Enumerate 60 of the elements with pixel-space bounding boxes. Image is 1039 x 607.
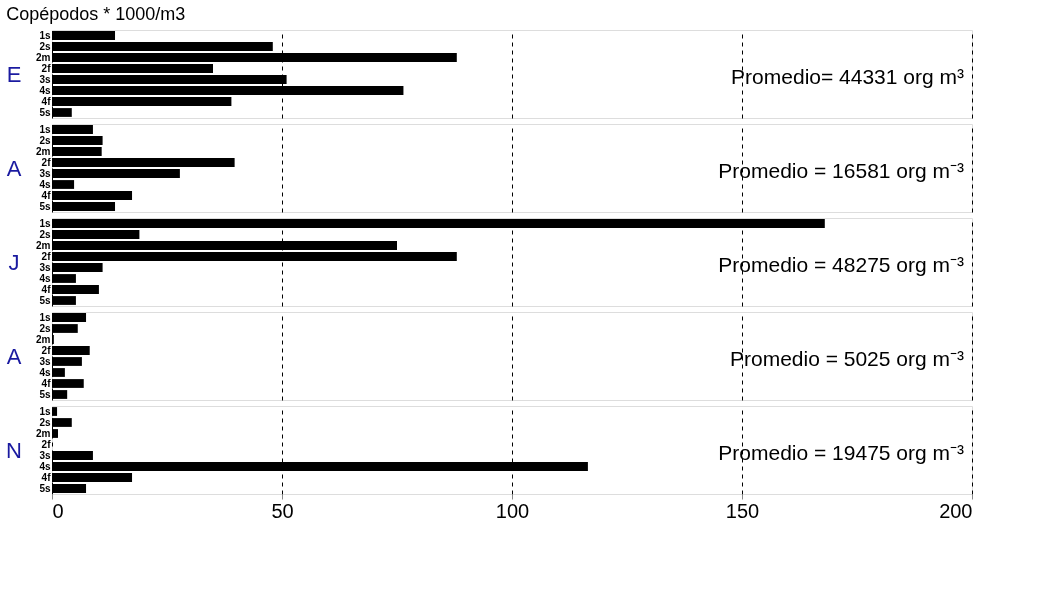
y-tick-label: 1s	[39, 29, 51, 41]
y-tick-label: 2s	[39, 40, 51, 52]
y-tick-label: 2f	[41, 344, 52, 356]
y-tick-label: 1s	[39, 311, 51, 323]
bar	[52, 219, 825, 228]
y-tick-label: 2s	[39, 228, 51, 240]
y-axis-title: A	[6, 155, 22, 181]
y-axis-title: E	[6, 61, 22, 87]
y-tick-label: 4s	[39, 84, 51, 96]
y-tick-label: 4f	[41, 95, 52, 107]
annotation: Promedio= 44331 org m³	[731, 65, 964, 89]
y-tick-label: 4s	[39, 178, 51, 190]
y-tick-label: 4f	[41, 283, 52, 295]
y-tick-label: 4f	[41, 189, 52, 201]
x-tick-label: 0	[52, 499, 64, 522]
y-tick-label: 2f	[41, 250, 52, 262]
y-tick-label: 5s	[39, 482, 51, 494]
y-tick-label: 5s	[39, 200, 51, 212]
y-tick-label: 2f	[41, 156, 52, 168]
y-tick-label: 2f	[41, 438, 52, 450]
y-tick-label: 1s	[39, 123, 51, 135]
x-tick-label: 50	[271, 499, 294, 522]
y-tick-label: 3s	[39, 167, 51, 179]
y-tick-label: 4f	[41, 377, 52, 389]
annotation: Promedio = 16581 org m⁻³	[718, 159, 964, 183]
y-tick-label: 3s	[39, 449, 51, 461]
y-tick-label: 2s	[39, 322, 51, 334]
y-tick-label: 3s	[39, 73, 51, 85]
x-tick-label: 200	[939, 499, 973, 522]
bar	[52, 31, 116, 40]
y-tick-label: 2m	[36, 145, 51, 157]
y-tick-label: 5s	[39, 294, 51, 306]
y-tick-label: 3s	[39, 355, 51, 367]
y-tick-label: 5s	[39, 106, 51, 118]
y-tick-label: 2s	[39, 416, 51, 428]
y-tick-label: 4s	[39, 366, 51, 378]
y-tick-label: 2m	[36, 239, 51, 251]
y-tick-label: 2s	[39, 134, 51, 146]
chart-title: Copépodos * 1000/m3	[6, 4, 186, 24]
y-tick-label: 4f	[41, 471, 52, 483]
y-tick-label: 1s	[39, 405, 51, 417]
y-tick-label: 1s	[39, 217, 51, 229]
y-tick-label: 2f	[41, 62, 52, 74]
y-axis-title: J	[8, 249, 20, 275]
x-tick-label: 150	[725, 499, 760, 522]
y-tick-label: 2m	[36, 333, 51, 345]
y-tick-label: 2m	[36, 427, 51, 439]
y-tick-label: 5s	[39, 388, 51, 400]
annotation: Promedio = 48275 org m⁻³	[718, 253, 964, 277]
bar	[52, 125, 93, 134]
y-axis-title: A	[6, 343, 22, 369]
y-tick-label: 3s	[39, 261, 51, 273]
y-tick-label: 4s	[39, 460, 51, 472]
annotation: Promedio = 5025 org m⁻³	[729, 347, 964, 371]
x-tick-label: 100	[495, 499, 530, 522]
y-tick-label: 2m	[36, 51, 51, 63]
y-axis-title: N	[6, 437, 22, 463]
annotation: Promedio = 19475 org m⁻³	[718, 441, 964, 465]
bar	[52, 313, 87, 322]
y-tick-label: 4s	[39, 272, 51, 284]
